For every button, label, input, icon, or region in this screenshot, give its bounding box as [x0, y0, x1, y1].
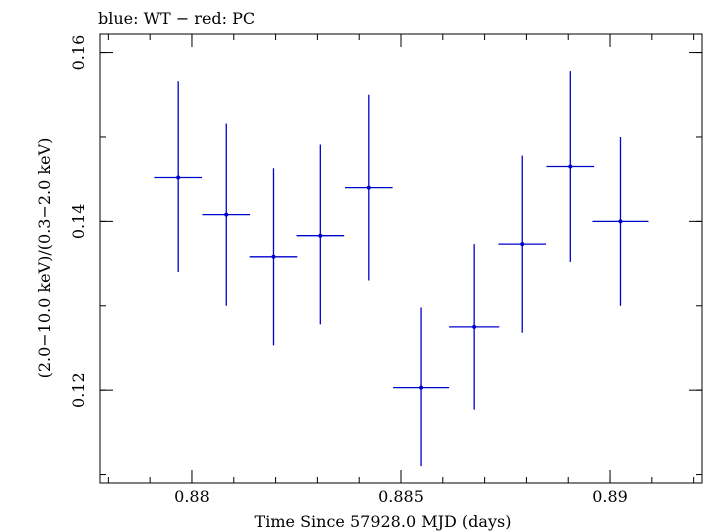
y-tick-label: 0.12 [69, 372, 88, 408]
y-axis-label: (2.0−10.0 keV)/(0.3−2.0 keV) [35, 138, 54, 379]
data-point [592, 136, 649, 306]
point-marker [568, 164, 573, 169]
x-tick-label: 0.88 [174, 487, 210, 506]
data-point [249, 168, 298, 346]
point-marker [271, 254, 276, 259]
y-tick-label: 0.16 [69, 35, 88, 71]
x-tick-label: 0.885 [378, 487, 424, 506]
axis-ticks [100, 34, 702, 483]
point-marker [176, 175, 181, 180]
data-point [344, 94, 393, 281]
data-point [546, 71, 595, 262]
plot-frame [99, 33, 703, 484]
data-point [296, 144, 345, 325]
axis-tick-labels: 0.88 0.885 0.89 0.12 0.14 0.16 [69, 35, 628, 506]
data-point [154, 81, 203, 273]
y-tick-label: 0.14 [69, 204, 88, 240]
point-marker [618, 219, 623, 224]
point-marker [472, 324, 477, 329]
point-marker [224, 212, 229, 217]
x-tick-label: 0.89 [592, 487, 628, 506]
x-axis-label: Time Since 57928.0 MJD (days) [255, 512, 512, 531]
data-point [498, 155, 547, 333]
point-marker [520, 242, 525, 247]
point-marker [419, 385, 424, 390]
data-point [449, 244, 500, 410]
data-point [202, 123, 251, 306]
data-points [154, 71, 649, 467]
point-marker [366, 185, 371, 190]
data-point [393, 307, 450, 467]
chart-title: blue: WT − red: PC [98, 9, 255, 28]
point-marker [318, 233, 323, 238]
